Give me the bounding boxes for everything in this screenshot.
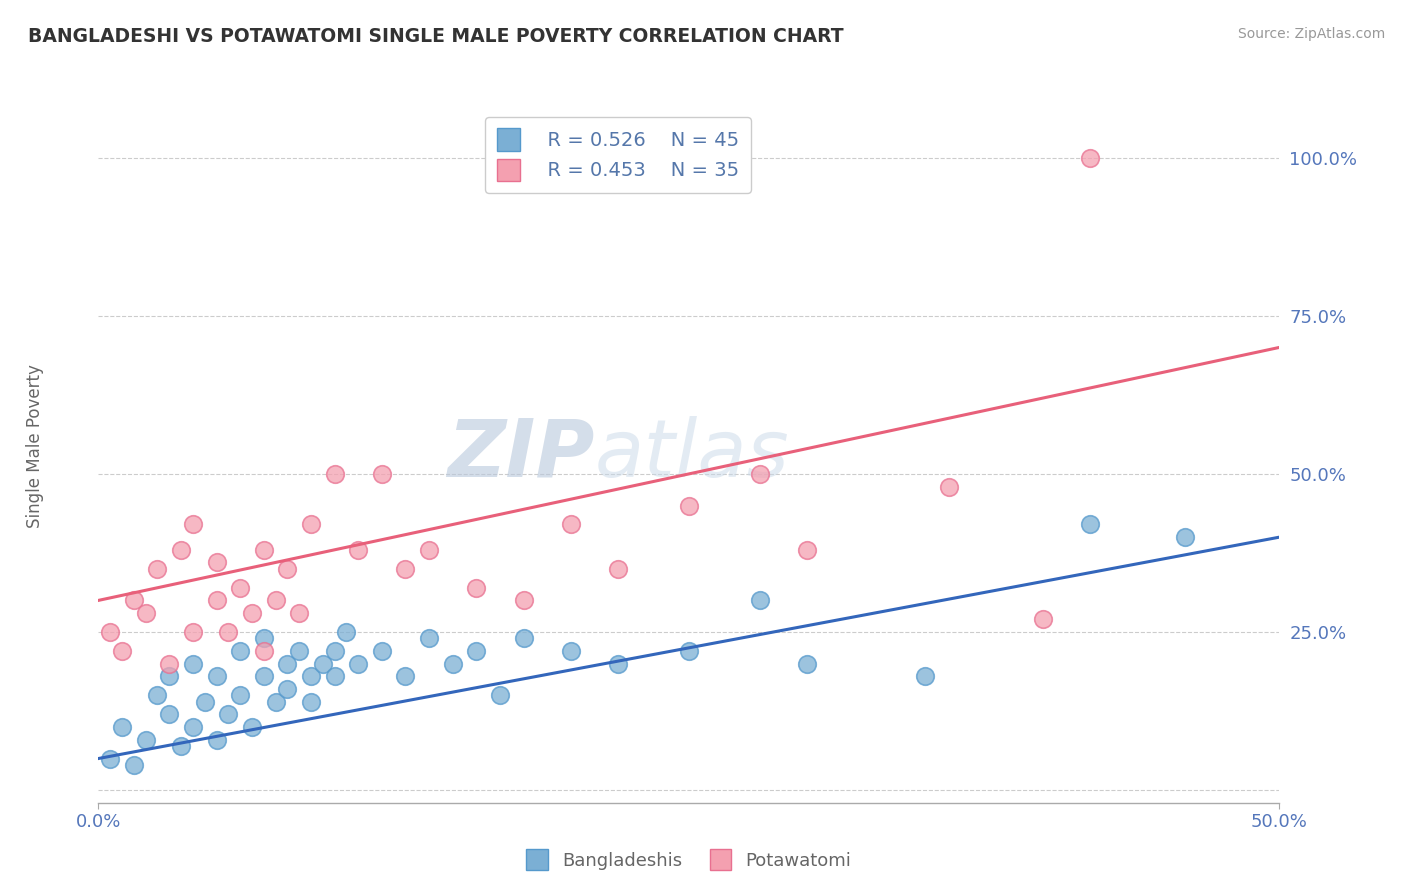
Point xyxy=(205,556,228,570)
Point xyxy=(170,542,193,557)
Legend: Bangladeshis, Potawatomi: Bangladeshis, Potawatomi xyxy=(519,842,859,877)
Point xyxy=(607,562,630,576)
Point xyxy=(264,593,287,607)
Point xyxy=(194,695,217,709)
Point xyxy=(122,593,145,607)
Point xyxy=(607,657,630,671)
Text: Single Male Poverty: Single Male Poverty xyxy=(27,364,44,528)
Point xyxy=(111,720,134,734)
Point xyxy=(98,625,121,640)
Point xyxy=(264,695,287,709)
Point xyxy=(181,625,204,640)
Point xyxy=(748,593,770,607)
Point xyxy=(240,606,263,620)
Point xyxy=(560,517,582,532)
Point xyxy=(512,632,534,646)
Point xyxy=(489,688,512,702)
Point xyxy=(288,644,311,658)
Point xyxy=(276,562,298,576)
Point xyxy=(98,751,121,765)
Point xyxy=(181,517,204,532)
Point xyxy=(347,657,370,671)
Point xyxy=(229,644,252,658)
Text: BANGLADESHI VS POTAWATOMI SINGLE MALE POVERTY CORRELATION CHART: BANGLADESHI VS POTAWATOMI SINGLE MALE PO… xyxy=(28,27,844,45)
Point xyxy=(217,707,239,722)
Point xyxy=(217,625,239,640)
Point xyxy=(560,644,582,658)
Point xyxy=(253,542,276,557)
Point xyxy=(323,644,346,658)
Text: ZIP: ZIP xyxy=(447,416,595,494)
Point xyxy=(229,581,252,595)
Point xyxy=(299,669,322,683)
Point xyxy=(299,517,322,532)
Point xyxy=(418,542,440,557)
Point xyxy=(748,467,770,481)
Point xyxy=(312,657,335,671)
Point xyxy=(1080,517,1102,532)
Point xyxy=(181,657,204,671)
Point xyxy=(323,669,346,683)
Point xyxy=(135,606,157,620)
Point xyxy=(157,669,180,683)
Point xyxy=(371,467,394,481)
Point xyxy=(394,669,416,683)
Point xyxy=(1080,151,1102,165)
Point xyxy=(146,688,169,702)
Point xyxy=(1174,530,1197,544)
Point xyxy=(229,688,252,702)
Point xyxy=(678,499,700,513)
Point xyxy=(335,625,357,640)
Point xyxy=(253,644,276,658)
Point xyxy=(122,757,145,772)
Point xyxy=(205,732,228,747)
Point xyxy=(418,632,440,646)
Point xyxy=(276,657,298,671)
Point xyxy=(205,669,228,683)
Point xyxy=(394,562,416,576)
Point xyxy=(146,562,169,576)
Point xyxy=(111,644,134,658)
Point xyxy=(276,681,298,696)
Point xyxy=(371,644,394,658)
Point xyxy=(678,644,700,658)
Point xyxy=(181,720,204,734)
Point xyxy=(1032,612,1054,626)
Point xyxy=(465,581,488,595)
Point xyxy=(157,707,180,722)
Point xyxy=(157,657,180,671)
Point xyxy=(299,695,322,709)
Point xyxy=(914,669,936,683)
Text: atlas: atlas xyxy=(595,416,789,494)
Point xyxy=(938,479,960,493)
Point xyxy=(288,606,311,620)
Point xyxy=(512,593,534,607)
Point xyxy=(441,657,464,671)
Point xyxy=(347,542,370,557)
Point xyxy=(465,644,488,658)
Point xyxy=(135,732,157,747)
Point xyxy=(170,739,193,753)
Point xyxy=(253,632,276,646)
Text: Source: ZipAtlas.com: Source: ZipAtlas.com xyxy=(1237,27,1385,41)
Point xyxy=(323,467,346,481)
Point xyxy=(253,669,276,683)
Point xyxy=(205,593,228,607)
Point xyxy=(240,720,263,734)
Point xyxy=(796,542,818,557)
Point xyxy=(796,657,818,671)
